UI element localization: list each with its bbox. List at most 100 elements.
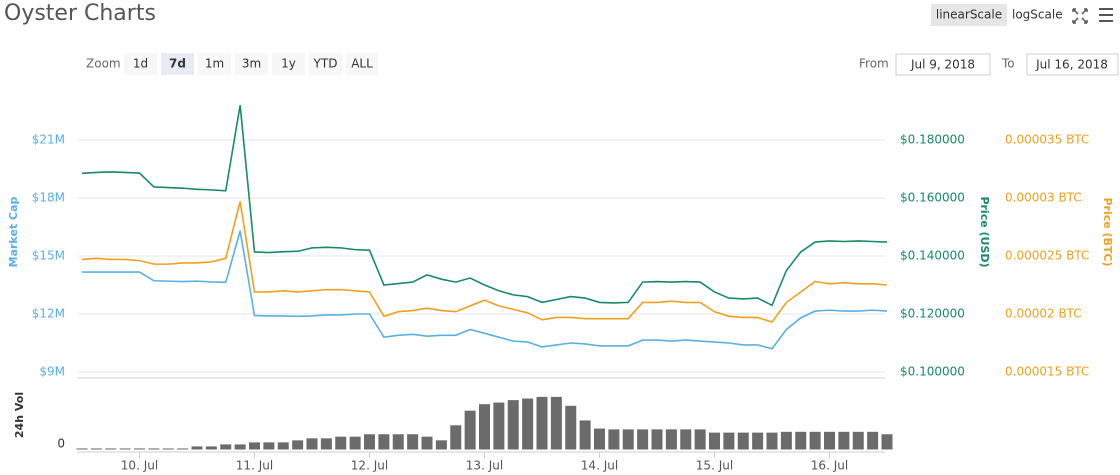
y-tick-label: $12M — [32, 307, 65, 321]
zoom-button-bg[interactable] — [346, 53, 378, 75]
volume-bar — [133, 447, 146, 451]
volume-bar — [851, 430, 865, 451]
menu-icon[interactable] — [1099, 8, 1113, 22]
to-label: To — [1001, 57, 1015, 71]
volume-bar — [89, 447, 103, 451]
y2-tick-label: $0.140000 — [900, 249, 965, 263]
volume-bar — [521, 397, 535, 451]
zoom-button[interactable]: ALL — [351, 57, 373, 71]
volume-bar — [434, 439, 448, 451]
volume-bar — [262, 441, 276, 451]
volume-bar — [233, 443, 247, 451]
y2-tick-label: $0.180000 — [900, 133, 965, 147]
volume-bar — [593, 427, 606, 451]
x-tick-label: 14. Jul — [581, 459, 618, 473]
volume-bar — [334, 435, 348, 451]
volume-bar — [190, 445, 204, 451]
y3-tick-label: 0.00002 BTC — [1005, 307, 1082, 321]
volume-bar — [449, 424, 463, 451]
y-tick-label: $21M — [32, 133, 65, 147]
volume-bar — [147, 447, 161, 451]
line — [81, 105, 888, 307]
volume-bar — [549, 395, 563, 451]
zoom-button[interactable]: 1m — [205, 57, 224, 71]
volume-bar — [161, 447, 175, 451]
zoom-button-bg[interactable] — [124, 53, 157, 75]
volume-bar — [779, 430, 793, 451]
volume-bar — [708, 431, 721, 451]
volume-bar — [104, 447, 118, 451]
volume-bar — [693, 428, 707, 451]
fullscreen-icon[interactable] — [1072, 8, 1088, 24]
from-value[interactable]: Jul 9, 2018 — [910, 58, 975, 72]
volume-bar — [664, 428, 678, 451]
volume-bar — [765, 431, 779, 451]
volume-bar — [636, 428, 650, 451]
volume-bar — [837, 430, 851, 451]
x-tick-label: 12. Jul — [351, 459, 388, 473]
volume-bar — [75, 447, 89, 451]
volume-bar — [492, 401, 506, 451]
zoom-button[interactable]: 1d — [133, 57, 148, 71]
zoom-button-bg[interactable] — [235, 53, 268, 75]
x-tick-label: 13. Jul — [466, 459, 503, 473]
volume-bar — [377, 433, 391, 451]
x-tick-label: 15. Jul — [696, 459, 733, 473]
zoom-button[interactable]: 7d — [169, 57, 186, 71]
y2-tick-label: $0.100000 — [900, 365, 965, 379]
zoom-button-bg[interactable] — [272, 53, 305, 75]
scale-button[interactable]: logScale — [1012, 8, 1063, 22]
volume-bar — [348, 435, 362, 451]
volume-bar — [535, 395, 549, 451]
y2-axis-title: Price (USD) — [978, 196, 991, 267]
y4-tick-label: 0 — [57, 437, 65, 451]
volume-bar — [794, 430, 808, 451]
line — [82, 230, 888, 350]
chart-title: Oyster Charts — [4, 1, 156, 26]
volume-bar — [204, 445, 218, 451]
x-tick-label: 10. Jul — [121, 459, 158, 473]
zoom-button-bg[interactable] — [161, 53, 194, 75]
volume-bar — [607, 428, 621, 451]
volume-bar — [650, 428, 664, 451]
volume-bar — [823, 430, 836, 451]
volume-bar — [578, 419, 592, 451]
scale-button-bg[interactable] — [931, 4, 1007, 26]
from-label: From — [859, 57, 889, 71]
volume-bar — [219, 443, 233, 451]
volume-bar — [363, 433, 376, 451]
x-tick-label: 16. Jul — [811, 459, 848, 473]
y-tick-label: $15M — [32, 249, 65, 263]
scale-button[interactable]: linearScale — [936, 8, 1002, 22]
y-tick-label: $9M — [39, 365, 65, 379]
y3-tick-label: 0.000015 BTC — [1005, 365, 1089, 379]
zoom-button-bg[interactable] — [309, 53, 342, 75]
y3-tick-label: 0.000035 BTC — [1005, 133, 1089, 147]
zoom-button-bg[interactable] — [198, 53, 231, 75]
zoom-button[interactable]: 3m — [242, 57, 261, 71]
volume-bar — [291, 439, 305, 451]
volume-bar — [305, 437, 319, 451]
from-input[interactable] — [895, 53, 991, 76]
zoom-button[interactable]: 1y — [281, 57, 296, 71]
volume-bar — [866, 430, 880, 451]
volume-bar — [176, 447, 190, 451]
to-value[interactable]: Jul 16, 2018 — [1035, 58, 1108, 72]
volume-bar — [276, 441, 290, 451]
volume-bar — [248, 441, 261, 451]
volume-bar — [420, 435, 434, 451]
volume-bar — [391, 433, 405, 451]
volume-bar — [621, 428, 635, 451]
y4-axis-title: 24h Vol — [13, 392, 26, 438]
zoom-button[interactable]: YTD — [313, 57, 338, 71]
y3-tick-label: 0.00003 BTC — [1005, 191, 1082, 205]
volume-bar — [406, 433, 420, 451]
volume-bar — [506, 399, 520, 451]
volume-bar — [679, 428, 693, 451]
zoom-label: Zoom — [86, 57, 121, 71]
to-input[interactable] — [1026, 53, 1119, 76]
volume-bar — [564, 404, 578, 451]
volume-bar — [118, 447, 132, 451]
